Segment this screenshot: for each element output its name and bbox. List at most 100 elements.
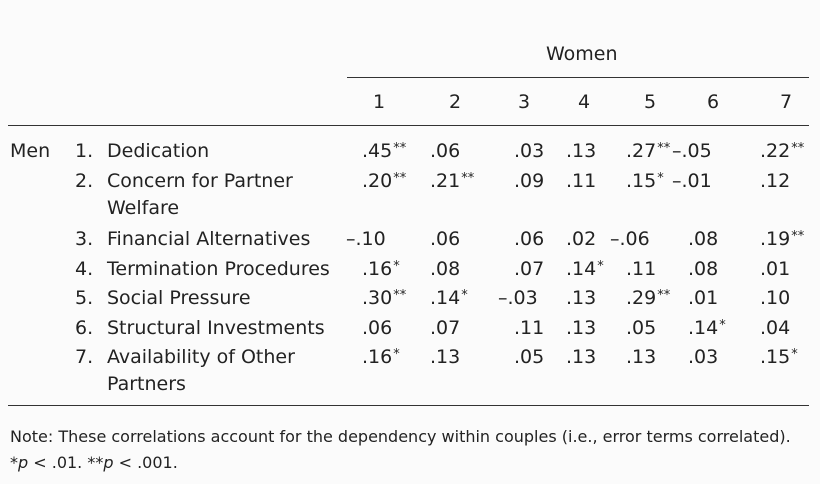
table-cell: .16* xyxy=(362,257,400,284)
row-number: 4. xyxy=(75,258,94,280)
cell-value: .06 xyxy=(430,140,461,162)
table-cell: .19** xyxy=(760,227,804,254)
significance-marker: ** xyxy=(791,229,805,244)
table-cell: .27** xyxy=(626,139,670,166)
table-cell: .13 xyxy=(566,286,596,310)
cell-value: .11 xyxy=(626,258,657,280)
cell-value: .03 xyxy=(688,346,719,368)
row-number: 6. xyxy=(75,317,94,339)
table-cell: .45** xyxy=(362,139,406,166)
cell-value: .06 xyxy=(430,228,461,250)
cell-value: .19 xyxy=(760,228,791,250)
table-cell: .08 xyxy=(688,227,718,251)
bottom-rule xyxy=(8,405,809,406)
cell-value: .07 xyxy=(514,258,545,280)
row-label: Welfare xyxy=(107,197,180,219)
cell-value: .13 xyxy=(566,287,597,309)
cell-value: .13 xyxy=(566,317,597,339)
significance-marker: * xyxy=(657,171,664,186)
significance-marker: ** xyxy=(657,288,671,303)
sig1-stars: * xyxy=(10,453,18,472)
cell-value: .06 xyxy=(362,317,393,339)
significance-marker: ** xyxy=(393,141,407,156)
cell-value: .07 xyxy=(430,317,461,339)
significance-marker: ** xyxy=(393,171,407,186)
cell-value: .16 xyxy=(362,258,393,280)
column-header-2: 2 xyxy=(449,91,462,113)
cell-value: .03 xyxy=(514,140,545,162)
column-header-5: 5 xyxy=(644,91,657,113)
row-label: Financial Alternatives xyxy=(107,228,311,250)
cell-value: .08 xyxy=(688,228,719,250)
cell-value: .14 xyxy=(688,317,719,339)
cell-value: .08 xyxy=(430,258,461,280)
row-number: 5. xyxy=(75,287,94,309)
table-cell: .03 xyxy=(688,345,718,369)
col-group-header: Women xyxy=(546,43,618,65)
table-cell: .07 xyxy=(514,257,544,281)
table-cell: .13 xyxy=(566,139,596,163)
row-number: 2. xyxy=(75,170,94,192)
table-cell: .14* xyxy=(430,286,468,313)
table-cell: .20** xyxy=(362,169,406,196)
table-cell: .11 xyxy=(514,316,544,340)
cell-value: .04 xyxy=(760,317,791,339)
table-cell: –.10 xyxy=(346,227,386,251)
table-cell: –.03 xyxy=(498,286,538,310)
cell-value: –.03 xyxy=(498,287,538,309)
cell-value: .14 xyxy=(566,258,597,280)
table-cell: .12 xyxy=(760,169,790,193)
table-cell: .10 xyxy=(760,286,790,310)
table-cell: .05 xyxy=(626,316,656,340)
row-label: Concern for Partner xyxy=(107,170,293,192)
table-cell: .08 xyxy=(430,257,460,281)
table-cell: .02 xyxy=(566,227,596,251)
row-label: Social Pressure xyxy=(107,287,251,309)
table-cell: .06 xyxy=(514,227,544,251)
table-cell: .06 xyxy=(430,139,460,163)
row-number: 3. xyxy=(75,228,94,250)
cell-value: –.06 xyxy=(610,228,650,250)
table-note: Note: These correlations account for the… xyxy=(10,426,791,448)
cell-value: .29 xyxy=(626,287,657,309)
table-cell: .01 xyxy=(760,257,790,281)
cell-value: –.01 xyxy=(672,170,712,192)
table-cell: .01 xyxy=(688,286,718,310)
row-label: Structural Investments xyxy=(107,317,325,339)
significance-note: *p < .01. **p < .001. xyxy=(10,452,178,474)
table-cell: .13 xyxy=(566,316,596,340)
cell-value: .22 xyxy=(760,140,791,162)
table-cell: .15* xyxy=(760,345,798,372)
significance-marker: * xyxy=(461,288,468,303)
table-cell: .16* xyxy=(362,345,400,372)
cell-value: .12 xyxy=(760,170,791,192)
significance-marker: * xyxy=(393,347,400,362)
significance-marker: * xyxy=(791,347,798,362)
table-cell: .14* xyxy=(688,316,726,343)
significance-marker: ** xyxy=(791,141,805,156)
column-header-1: 1 xyxy=(373,91,386,113)
cell-value: .10 xyxy=(760,287,791,309)
cell-value: .05 xyxy=(514,346,545,368)
sig1-rest: < .01. xyxy=(28,453,88,472)
table-cell: –.01 xyxy=(672,169,712,193)
cell-value: .01 xyxy=(688,287,719,309)
header-rule-short xyxy=(347,77,809,78)
significance-marker: * xyxy=(393,259,400,274)
cell-value: –.05 xyxy=(672,140,712,162)
cell-value: .05 xyxy=(626,317,657,339)
table-cell: .14* xyxy=(566,257,604,284)
significance-marker: ** xyxy=(461,171,475,186)
table-cell: –.05 xyxy=(672,139,712,163)
cell-value: .20 xyxy=(362,170,393,192)
table-cell: .11 xyxy=(566,169,596,193)
column-header-7: 7 xyxy=(780,91,793,113)
table-cell: .13 xyxy=(430,345,460,369)
table-cell: .07 xyxy=(430,316,460,340)
table-cell: .11 xyxy=(626,257,656,281)
cell-value: .30 xyxy=(362,287,393,309)
cell-value: .27 xyxy=(626,140,657,162)
significance-marker: * xyxy=(597,259,604,274)
note-text: Note: These correlations account for the… xyxy=(10,427,791,446)
cell-value: .15 xyxy=(760,346,791,368)
